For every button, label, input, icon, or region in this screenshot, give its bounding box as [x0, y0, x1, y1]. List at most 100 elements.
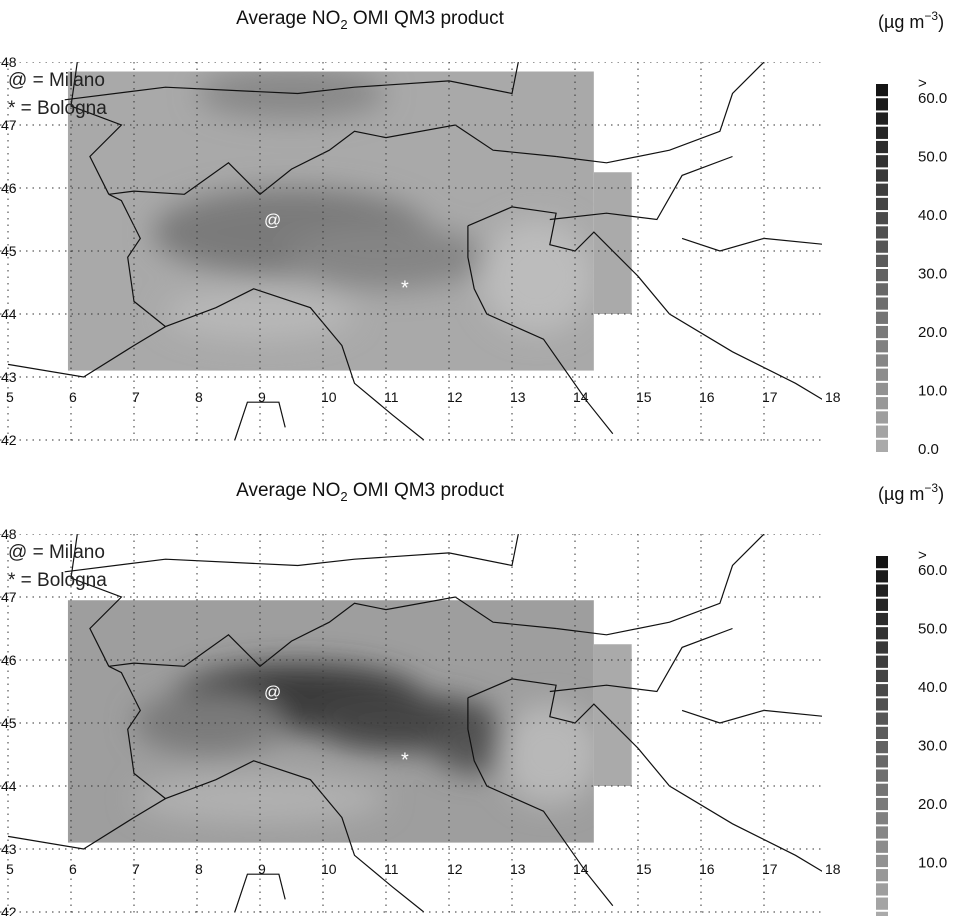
city-marker: @ [264, 683, 281, 702]
colorbar-step [876, 255, 888, 267]
title-subscript: 2 [340, 17, 347, 32]
y-tick-label: 43 [1, 369, 17, 385]
colorbar-step [876, 670, 888, 682]
x-tick-label: 18 [825, 861, 841, 877]
x-tick-label: 6 [69, 389, 77, 405]
figure: Average NO2 OMI QM3 product(µg m−3)56789… [0, 0, 972, 916]
field-blob [499, 704, 600, 805]
y-tick-label: 44 [1, 306, 17, 322]
y-tick-label: 46 [1, 652, 17, 668]
x-tick-label: 15 [636, 861, 652, 877]
field-blob [134, 773, 386, 823]
colorbar-step [876, 599, 888, 611]
x-tick-label: 16 [699, 389, 715, 405]
x-tick-label: 17 [762, 861, 778, 877]
city-marker: @ [264, 211, 281, 230]
colorbar-step [876, 812, 888, 824]
field-inner [68, 68, 654, 370]
colorbar-step [876, 784, 888, 796]
colorbar-label: 60.0 [918, 90, 947, 107]
colorbar-step [876, 684, 888, 696]
unit-text: ) [938, 484, 944, 504]
coastline [682, 238, 827, 251]
colorbar-step [876, 127, 888, 139]
x-tick-label: 10 [321, 389, 337, 405]
colorbar-label: 40.0 [918, 679, 947, 696]
y-tick-label: 47 [1, 589, 17, 605]
y-tick-label: 48 [1, 54, 17, 70]
colorbar-step [876, 98, 888, 110]
legend-entry: * = Bologna [8, 98, 107, 119]
colorbar-label: 30.0 [918, 738, 947, 755]
colorbar-step [876, 841, 888, 853]
x-tick-label: 12 [447, 389, 463, 405]
colorbar-step [876, 84, 888, 96]
colorbar-step [876, 340, 888, 352]
colorbar-label: 10.0 [918, 855, 947, 872]
unit-text: ) [938, 12, 944, 32]
y-tick-label: 47 [1, 117, 17, 133]
colorbar-step [876, 226, 888, 238]
colorbar-step [876, 155, 888, 167]
x-tick-label: 9 [258, 861, 266, 877]
colorbar-step [876, 141, 888, 153]
colorbar-step [876, 112, 888, 124]
field-east-ext [594, 644, 632, 786]
panel-title: Average NO2 OMI QM3 product [236, 480, 504, 504]
colorbar-label: 50.0 [918, 149, 947, 166]
x-tick-label: 11 [384, 389, 399, 405]
colorbar-label: 30.0 [918, 266, 947, 283]
title-subscript: 2 [340, 489, 347, 504]
x-tick-label: 8 [195, 389, 203, 405]
colorbar-step [876, 556, 888, 568]
x-tick-label: 5 [6, 389, 14, 405]
city-marker: * [401, 278, 409, 300]
y-tick-label: 43 [1, 841, 17, 857]
colorbar-step [876, 869, 888, 881]
x-tick-label: 13 [510, 861, 526, 877]
legend-entry: * = Bologna [8, 570, 107, 591]
colorbar-step [876, 883, 888, 895]
colorbar-step [876, 698, 888, 710]
legend-entry: @ = Milano [8, 542, 105, 563]
colorbar-step [876, 397, 888, 409]
colorbar-step [876, 198, 888, 210]
panel-title: Average NO2 OMI QM3 product [236, 8, 504, 32]
field-blob [481, 220, 594, 333]
city-marker: * [401, 750, 409, 772]
x-tick-label: 18 [825, 389, 841, 405]
colorbar-step [876, 855, 888, 867]
unit-label: (µg m−3) [878, 481, 944, 504]
colorbar-step [876, 912, 888, 916]
colorbar-label: 10.0 [918, 383, 947, 400]
colorbar-step [876, 283, 888, 295]
colorbar-step [876, 312, 888, 324]
x-tick-label: 7 [132, 861, 140, 877]
colorbar-step [876, 826, 888, 838]
no2-field [68, 68, 654, 370]
y-tick-label: 45 [1, 715, 17, 731]
colorbar-step [876, 713, 888, 725]
colorbar-step [876, 241, 888, 253]
colorbar-label: 50.0 [918, 621, 947, 638]
colorbar-step [876, 584, 888, 596]
colorbar [876, 84, 888, 452]
unit-text: (µg m [878, 484, 924, 504]
unit-superscript: −3 [924, 481, 938, 495]
map [0, 62, 827, 442]
y-tick-label: 45 [1, 243, 17, 259]
x-tick-label: 10 [321, 861, 337, 877]
y-tick-label: 42 [1, 904, 17, 916]
x-tick-label: 8 [195, 861, 203, 877]
colorbar-step [876, 798, 888, 810]
x-tick-label: 7 [132, 389, 140, 405]
x-tick-label: 14 [573, 861, 589, 877]
colorbar-step [876, 369, 888, 381]
unit-superscript: −3 [924, 9, 938, 23]
x-tick-label: 15 [636, 389, 652, 405]
field-east-ext [594, 172, 632, 314]
y-tick-label: 42 [1, 432, 17, 448]
title-text: OMI QM3 product [348, 480, 505, 501]
title-text: OMI QM3 product [348, 8, 505, 29]
y-tick-label: 44 [1, 778, 17, 794]
